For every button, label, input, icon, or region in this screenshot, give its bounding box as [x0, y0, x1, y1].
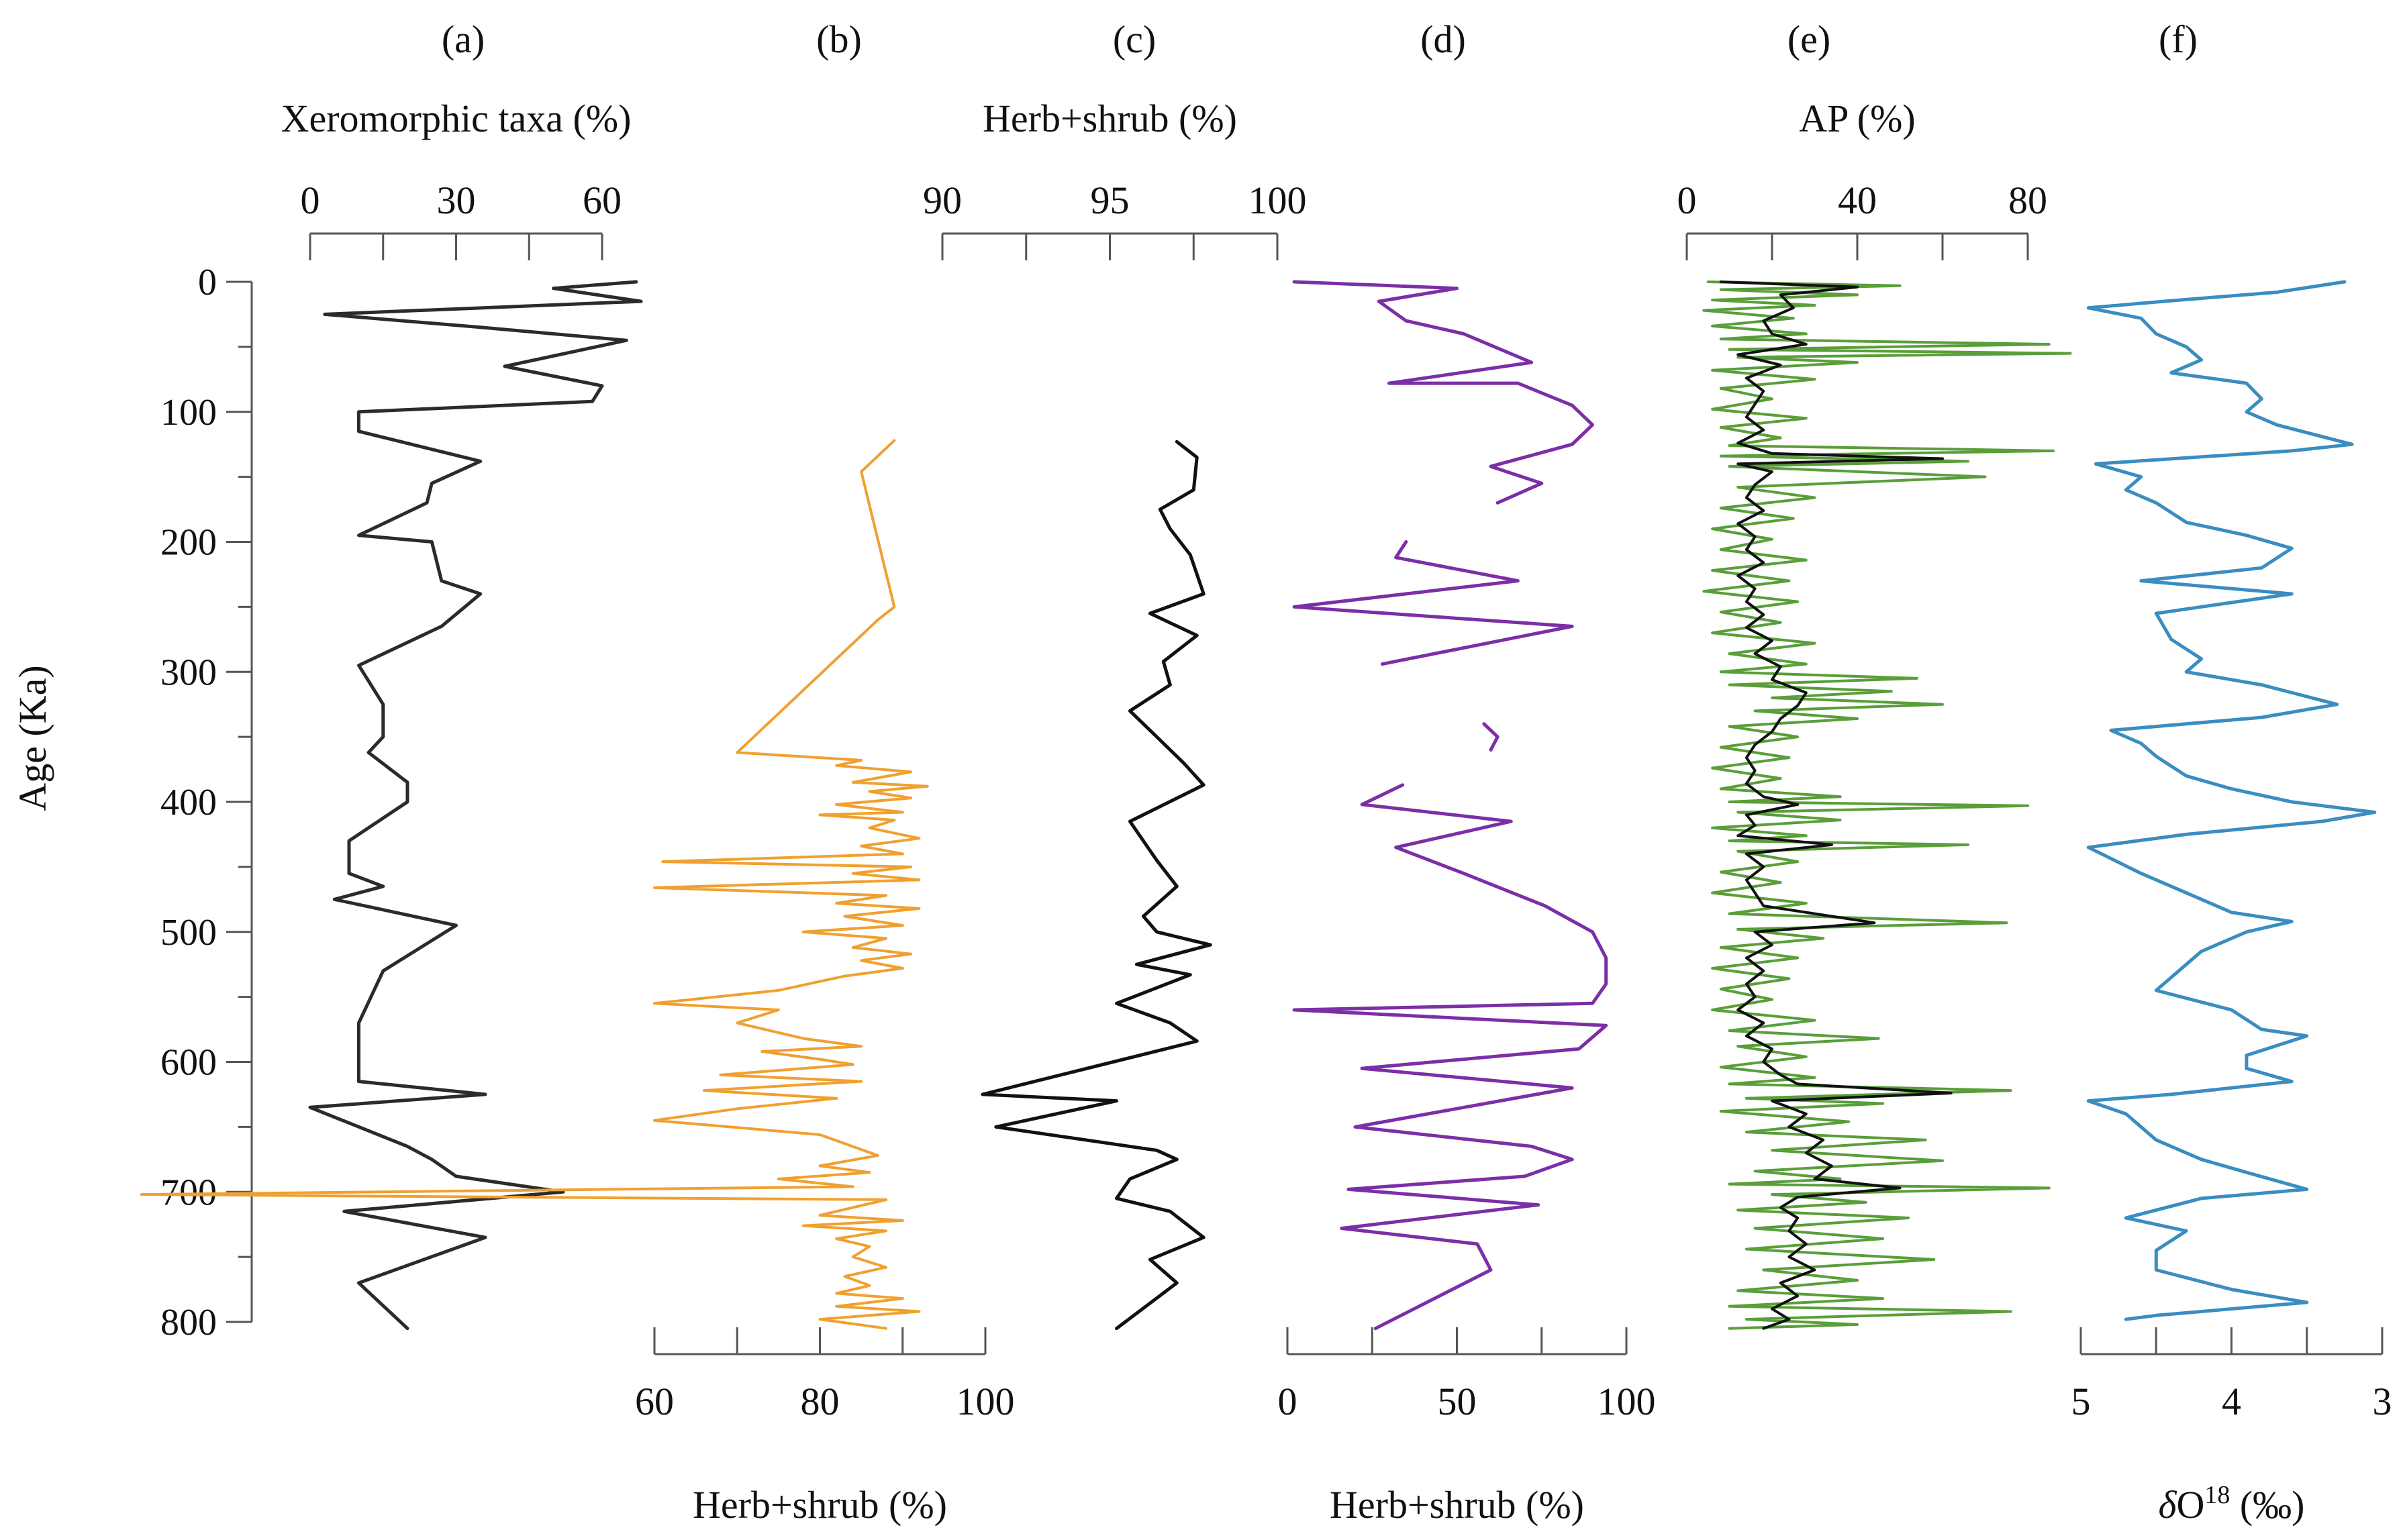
series-line-e-1	[1719, 280, 1953, 1330]
panel-e-arboreal-pollen: (e) 0 40 80 AP (%)	[1677, 17, 2072, 1330]
panel-label-f: (f)	[2159, 17, 2198, 61]
series-line-d-3	[1292, 783, 1608, 1331]
x-tick-label-c: 90	[923, 178, 962, 222]
age-tick-label: 800	[160, 1302, 217, 1343]
x-tick-label-f: 5	[2071, 1380, 2091, 1423]
series-line-d-1	[1292, 540, 1574, 666]
x-tick-label-e: 40	[1838, 178, 1877, 222]
age-tick-label: 400	[160, 782, 217, 823]
panel-b-herb-shrub: (b) 60 80 100 Herb+shrub (%)	[140, 17, 1015, 1527]
x-tick-label-a: 60	[583, 178, 622, 222]
x-axis-label-d: Herb+shrub (%)	[1330, 1483, 1584, 1527]
age-tick-label: 100	[160, 392, 217, 433]
series-line-e-0	[1702, 280, 2072, 1330]
series-line-c-0	[981, 440, 1212, 1331]
x-tick-label-a: 30	[437, 178, 476, 222]
panel-label-d: (d)	[1420, 17, 1466, 61]
panel-label-e: (e)	[1787, 17, 1830, 61]
x-axis-label-e: AP (%)	[1799, 97, 1915, 140]
series-line-f-0	[2086, 280, 2377, 1321]
x-axis-label-c: Herb+shrub (%)	[983, 97, 1237, 140]
panel-c-herb-shrub: (c) 90 95 100 Herb+shrub (%)	[923, 17, 1307, 1331]
x-tick-label-d: 100	[1598, 1380, 1656, 1423]
x-tick-label-f: 4	[2222, 1380, 2241, 1423]
series-line-d-0	[1292, 280, 1594, 505]
x-tick-label-c: 95	[1091, 178, 1130, 222]
x-tick-label-c: 100	[1248, 178, 1307, 222]
series-line-d-2	[1482, 722, 1500, 752]
panel-d-herb-shrub: (d) 0 50 100 Herb+shrub (%)	[1278, 17, 1656, 1527]
age-tick-label: 0	[198, 262, 217, 303]
age-tick-label: 500	[160, 912, 217, 954]
x-tick-label-b: 100	[956, 1380, 1015, 1423]
series-line-b-0	[140, 439, 929, 1330]
panel-a-xeromorphic-taxa: (a) 0 30 60 Xeromorphic taxa (%)	[281, 17, 643, 1331]
panel-label-a: (a)	[442, 17, 485, 61]
x-tick-label-e: 80	[2008, 178, 2047, 222]
x-axis-label-a: Xeromorphic taxa (%)	[281, 97, 632, 140]
age-tick-label: 600	[160, 1042, 217, 1084]
panel-f-oxygen-isotope: (f) 5 4 3 δO18 (‰)	[2071, 17, 2392, 1527]
x-tick-label-e: 0	[1677, 178, 1697, 222]
series-line-a-0	[308, 280, 643, 1331]
age-tick-label: 200	[160, 522, 217, 564]
age-axis-label: Age (Ka)	[11, 665, 54, 811]
x-tick-label-d: 0	[1278, 1380, 1297, 1423]
panel-label-b: (b)	[816, 17, 862, 61]
x-axis-label-b: Herb+shrub (%)	[693, 1483, 947, 1527]
x-tick-label-f: 3	[2373, 1380, 2392, 1423]
age-tick-label: 300	[160, 652, 217, 693]
x-tick-label-b: 60	[635, 1380, 674, 1423]
x-tick-label-d: 50	[1438, 1380, 1477, 1423]
x-tick-label-b: 80	[801, 1380, 840, 1423]
x-tick-label-a: 0	[301, 178, 320, 222]
panel-label-c: (c)	[1113, 17, 1156, 61]
x-axis-label-f: δO18 (‰)	[2159, 1481, 2305, 1527]
